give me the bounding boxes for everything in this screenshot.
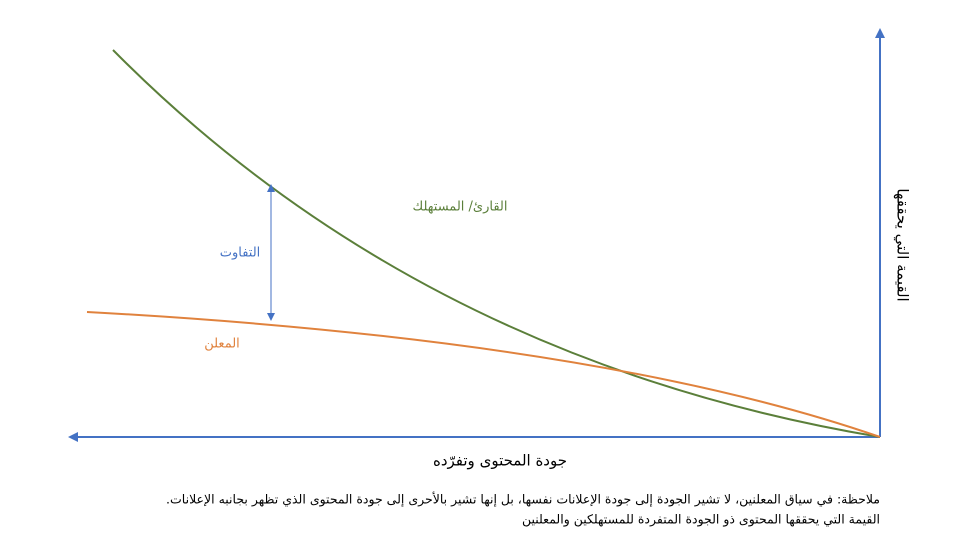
consumer-label: القارئ/ المستهلك — [413, 200, 508, 215]
consumer-curve — [112, 49, 881, 438]
y-axis-label: القيمة التي يحققها — [893, 188, 912, 301]
x-axis-label: جودة المحتوى وتفرّده — [433, 452, 567, 470]
note-line: ملاحظة: في سياق المعلنين، لا تشير الجودة… — [166, 492, 880, 508]
advertiser-curve — [86, 311, 881, 438]
note-line: القيمة التي يحققها المحتوى ذو الجودة الم… — [522, 512, 880, 528]
gap-label: التفاوت — [220, 246, 261, 261]
advertiser-label: المعلن — [204, 337, 240, 352]
